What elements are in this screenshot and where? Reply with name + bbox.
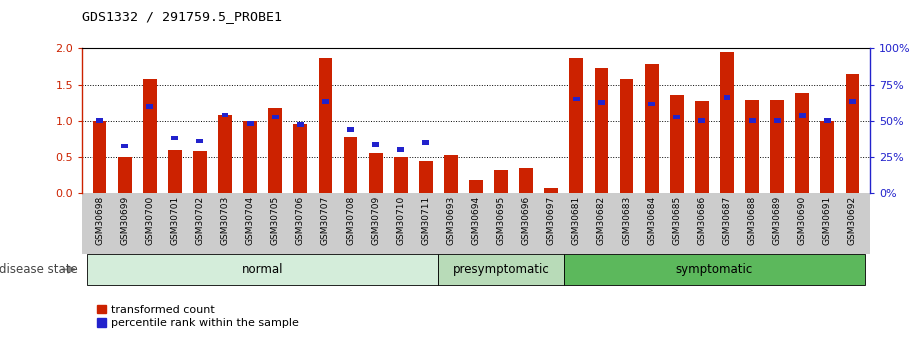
Bar — [343, 137, 357, 193]
Bar — [93, 121, 107, 193]
Bar — [438, 254, 564, 285]
Bar — [699, 118, 705, 123]
Text: disease state: disease state — [0, 263, 77, 276]
Text: GDS1332 / 291759.5_PROBE1: GDS1332 / 291759.5_PROBE1 — [82, 10, 282, 23]
Bar — [271, 115, 279, 119]
Bar — [423, 140, 429, 145]
Bar — [649, 102, 655, 107]
Bar — [519, 168, 533, 193]
Bar — [795, 93, 809, 193]
Bar — [494, 170, 508, 193]
Text: presymptomatic: presymptomatic — [453, 263, 549, 276]
Bar — [293, 125, 307, 193]
Bar — [322, 99, 329, 103]
Bar — [247, 121, 253, 126]
Bar — [394, 157, 407, 193]
Bar — [545, 188, 558, 193]
Bar — [598, 100, 605, 105]
Bar — [569, 58, 583, 193]
Bar — [243, 121, 257, 193]
Bar — [143, 79, 157, 193]
Bar — [645, 64, 659, 193]
Bar — [297, 122, 303, 127]
Text: symptomatic: symptomatic — [676, 263, 753, 276]
Bar — [673, 115, 681, 119]
Bar — [369, 152, 383, 193]
Bar — [193, 151, 207, 193]
Bar — [573, 97, 579, 101]
Bar — [720, 52, 734, 193]
Bar — [218, 115, 232, 193]
Bar — [96, 118, 103, 123]
Bar — [799, 113, 805, 118]
Bar — [87, 254, 438, 285]
Bar — [595, 68, 609, 193]
Bar — [269, 108, 282, 193]
Bar — [347, 127, 354, 132]
Bar — [845, 74, 859, 193]
Bar — [469, 180, 483, 193]
Bar — [821, 121, 834, 193]
Bar — [670, 95, 683, 193]
Bar — [849, 99, 856, 103]
Bar — [168, 150, 182, 193]
Bar — [723, 95, 731, 100]
Bar — [221, 112, 229, 117]
Bar — [118, 157, 131, 193]
Legend: transformed count, percentile rank within the sample: transformed count, percentile rank withi… — [97, 305, 299, 328]
Bar — [373, 142, 379, 147]
Bar — [770, 100, 784, 193]
Bar — [695, 101, 709, 193]
Bar — [147, 104, 153, 109]
Bar — [444, 155, 458, 193]
Bar — [419, 161, 433, 193]
Bar — [197, 139, 203, 144]
Text: normal: normal — [242, 263, 283, 276]
Bar — [121, 144, 128, 148]
Bar — [745, 100, 759, 193]
Bar — [564, 254, 865, 285]
Bar — [824, 118, 831, 123]
Bar — [619, 79, 633, 193]
Bar — [319, 58, 333, 193]
Bar — [749, 118, 755, 123]
Bar — [397, 147, 404, 152]
Bar — [773, 118, 781, 123]
Bar — [171, 136, 179, 140]
